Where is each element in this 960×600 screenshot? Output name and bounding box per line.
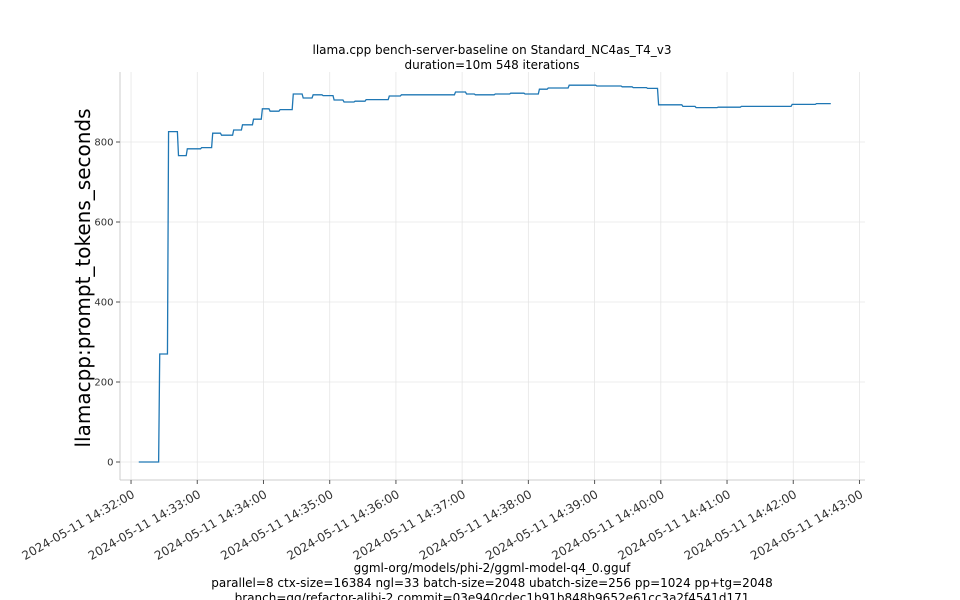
x-tick-label: 2024-05-11 14:39:00 [483,487,600,563]
y-tick-label: 800 [94,138,113,149]
footer-branch: branch=gg/refactor-alibi-2 commit=03e940… [235,591,750,600]
x-tick-label: 2024-05-11 14:36:00 [284,487,401,563]
series-layer [138,84,831,463]
y-axis-ticks: 0 200 400 600 800 [94,138,120,469]
x-tick-label: 2024-05-11 14:38:00 [417,487,534,563]
grid [120,72,865,480]
x-tick-label: 2024-05-11 14:32:00 [20,487,137,563]
y-tick-label: 0 [107,458,113,469]
y-tick-label: 400 [94,298,113,309]
axes-frame [119,72,865,481]
x-tick-label: 2024-05-11 14:43:00 [748,487,865,563]
footer-params: parallel=8 ctx-size=16384 ngl=33 batch-s… [211,576,772,590]
x-tick-label: 2024-05-11 14:34:00 [152,487,269,563]
y-axis-label: llamacpp:prompt_tokens_seconds [71,108,95,447]
x-tick-label: 2024-05-11 14:35:00 [218,487,335,563]
series-line-0 [138,84,831,463]
chart-title: llama.cpp bench-server-baseline on Stand… [313,43,672,57]
chart-subtitle: duration=10m 548 iterations [405,58,580,72]
footer-model: ggml-org/models/phi-2/ggml-model-q4_0.gg… [354,561,632,575]
x-tick-label: 2024-05-11 14:42:00 [682,487,799,563]
y-tick-label: 200 [94,378,113,389]
x-tick-label: 2024-05-11 14:33:00 [86,487,203,563]
x-tick-label: 2024-05-11 14:40:00 [549,487,666,563]
y-tick-label: 600 [94,218,113,229]
x-tick-label: 2024-05-11 14:41:00 [616,487,733,563]
x-tick-label: 2024-05-11 14:37:00 [351,487,468,563]
